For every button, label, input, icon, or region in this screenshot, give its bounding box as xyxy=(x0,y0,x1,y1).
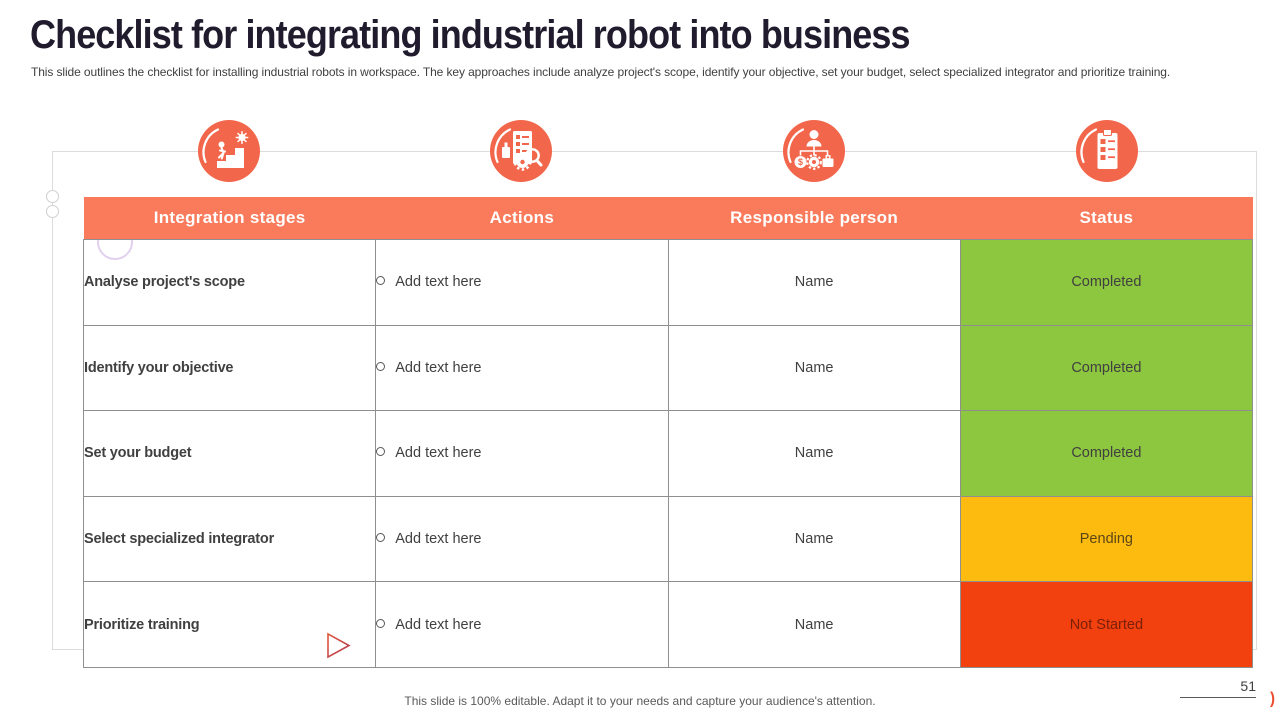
clipboard-checklist-icon xyxy=(1076,120,1138,182)
status-badge: Completed xyxy=(959,239,1254,326)
table-row: Analyse project's scope Add text here Na… xyxy=(82,239,1254,326)
table-row: Select specialized integrator Add text h… xyxy=(82,495,1254,583)
status-badge: Not Started xyxy=(959,581,1254,668)
stage-label: Analyse project's scope xyxy=(84,274,246,291)
action-cell[interactable]: Add text here xyxy=(375,410,669,497)
column-header-responsible-person: Responsible person xyxy=(668,197,961,240)
action-cell[interactable]: Add text here xyxy=(375,324,669,412)
stage-label: Identify your objective xyxy=(84,359,234,376)
column-header-integration-stages: Integration stages xyxy=(83,197,376,240)
checklist-gear-magnifier-icon xyxy=(490,120,552,182)
page-number-underline xyxy=(1180,697,1256,698)
person-cell[interactable]: Name xyxy=(667,410,961,497)
status-badge: Pending xyxy=(959,495,1254,583)
stage-cell: Select specialized integrator xyxy=(82,495,377,583)
svg-text:$: $ xyxy=(798,157,803,167)
table-row: Set your budget Add text here Name Compl… xyxy=(82,410,1254,497)
column-header-actions: Actions xyxy=(375,197,668,240)
action-cell[interactable]: Add text here xyxy=(375,581,669,668)
slide-subtitle: This slide outlines the checklist for in… xyxy=(31,65,1171,79)
stage-cell: Analyse project's scope xyxy=(82,239,377,326)
circle-bullet-icon xyxy=(376,533,386,543)
page-number: 51 xyxy=(1240,678,1256,694)
brand-crescent-icon: ) xyxy=(1270,689,1275,708)
action-placeholder[interactable]: Add text here xyxy=(395,445,482,462)
stage-label: Select specialized integrator xyxy=(84,531,275,548)
status-badge: Completed xyxy=(959,324,1254,412)
stage-label: Prioritize training xyxy=(84,616,200,633)
footer-note: This slide is 100% editable. Adapt it to… xyxy=(404,694,876,708)
action-placeholder[interactable]: Add text here xyxy=(395,531,482,548)
action-placeholder[interactable]: Add text here xyxy=(395,274,482,291)
person-cell[interactable]: Name xyxy=(667,324,961,412)
page-title: Checklist for integrating industrial rob… xyxy=(30,13,911,57)
table-header-row: Integration stages Actions Responsible p… xyxy=(83,197,1253,240)
triangle-decor-icon xyxy=(321,629,355,665)
status-badge: Completed xyxy=(959,410,1254,497)
circle-bullet-icon xyxy=(376,361,386,371)
stage-cell: Set your budget xyxy=(82,410,377,497)
table-row: Identify your objective Add text here Na… xyxy=(82,324,1254,412)
circle-bullet-icon xyxy=(376,447,386,457)
circle-bullet-icon xyxy=(376,618,386,628)
ring-decor xyxy=(97,240,133,260)
person-cell[interactable]: Name xyxy=(667,495,961,583)
action-placeholder[interactable]: Add text here xyxy=(395,616,482,633)
person-cell[interactable]: Name xyxy=(667,581,961,668)
frame-node-circle xyxy=(46,190,59,203)
action-placeholder[interactable]: Add text here xyxy=(395,359,482,376)
action-cell[interactable]: Add text here xyxy=(375,239,669,326)
stage-cell: Identify your objective xyxy=(82,324,377,412)
action-cell[interactable]: Add text here xyxy=(375,495,669,583)
checklist-table: Integration stages Actions Responsible p… xyxy=(82,197,1254,668)
circle-bullet-icon xyxy=(376,276,386,286)
person-cell[interactable]: Name xyxy=(667,239,961,326)
page-number-block: 51 xyxy=(1180,678,1260,698)
person-org-chart-icon: $ xyxy=(783,120,845,182)
frame-node-circle xyxy=(46,205,59,218)
stage-label: Set your budget xyxy=(84,445,192,462)
stairs-person-icon xyxy=(198,120,260,182)
stage-cell: Prioritize training xyxy=(82,581,377,668)
column-header-status: Status xyxy=(960,197,1253,240)
table-row: Prioritize training Add te xyxy=(82,581,1254,668)
